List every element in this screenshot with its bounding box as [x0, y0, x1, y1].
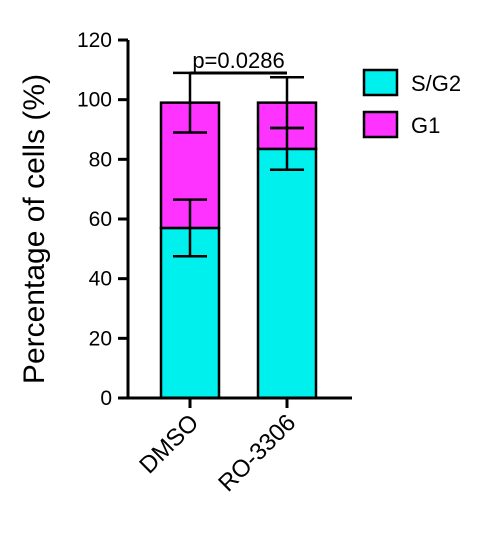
- x-tick-label: DMSO: [134, 409, 204, 479]
- axes: [126, 40, 352, 400]
- y-tick-label: 0: [100, 387, 112, 410]
- legend-swatch-g1: [362, 110, 399, 139]
- y-tick-label: 80: [89, 148, 112, 171]
- legend-label: S/G2: [411, 71, 461, 96]
- p-value-label: p=0.0286: [192, 48, 284, 73]
- x-tick-label: RO-3306: [213, 409, 301, 497]
- y-tick-label: 100: [77, 89, 112, 112]
- y-tick-label: 60: [89, 208, 112, 231]
- y-tick-label: 120: [77, 29, 112, 52]
- legend-swatch-s-g2: [362, 68, 399, 97]
- y-axis-title: Percentage of cells (%): [18, 74, 51, 384]
- bar-s-g2-1: [256, 147, 318, 400]
- y-tick-label: 40: [89, 268, 112, 291]
- legend-label: G1: [411, 113, 440, 138]
- significance-annotation: p=0.0286: [190, 48, 287, 75]
- legend: S/G2 G1: [362, 68, 461, 139]
- y-tick-label: 20: [89, 327, 112, 350]
- plot-area: 0 20 40 60 80 100 120 DMSO RO-3306: [77, 29, 318, 497]
